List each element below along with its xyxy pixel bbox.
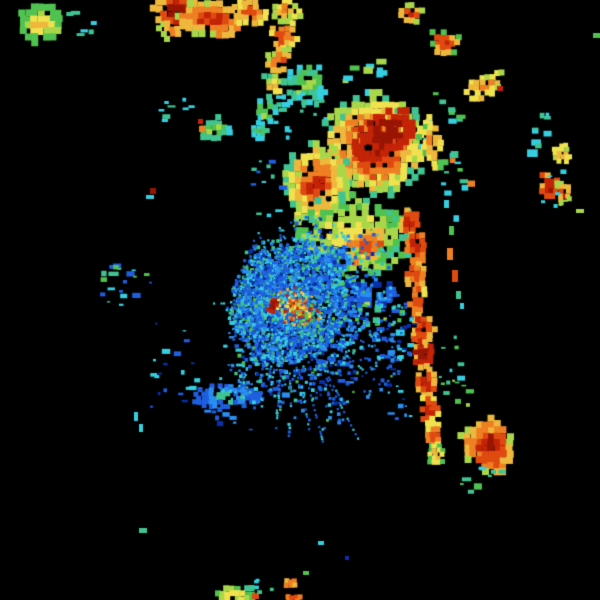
radar-display <box>0 0 600 600</box>
radar-reflectivity-canvas <box>0 0 600 600</box>
